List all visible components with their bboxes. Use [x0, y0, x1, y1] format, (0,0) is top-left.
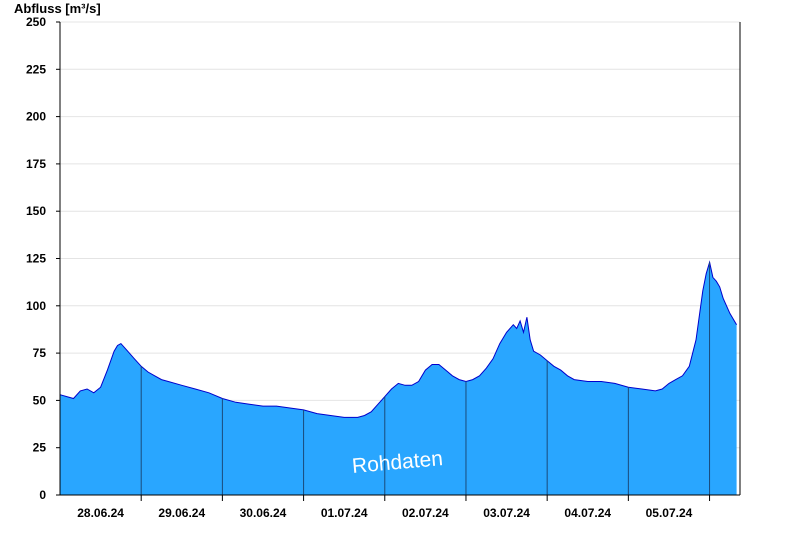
- y-tick-label-225: 225: [26, 62, 46, 76]
- y-tick-label-150: 150: [26, 204, 46, 218]
- x-tick-label-4: 02.07.24: [402, 506, 449, 520]
- y-tick-label-175: 175: [26, 157, 46, 171]
- x-tick-label-1: 29.06.24: [158, 506, 205, 520]
- day-separators: [140, 262, 711, 495]
- y-tick-label-125: 125: [26, 252, 46, 266]
- y-tick-label-25: 25: [33, 441, 47, 455]
- discharge-area: [60, 262, 737, 495]
- x-tick-label-7: 05.07.24: [646, 506, 693, 520]
- x-tick-label-3: 01.07.24: [321, 506, 368, 520]
- x-tick-label-0: 28.06.24: [77, 506, 124, 520]
- y-tick-label-200: 200: [26, 110, 46, 124]
- series-area: [59, 260, 738, 495]
- y-tick-label-250: 250: [26, 15, 46, 29]
- x-tick-label-6: 04.07.24: [564, 506, 611, 520]
- y-axis-ticks: 0 25 50 75 100 125 150 175 200 225 250: [26, 15, 60, 502]
- x-tick-label-2: 30.06.24: [240, 506, 287, 520]
- y-tick-label-100: 100: [26, 299, 46, 313]
- x-axis-ticks: 28.06.24 29.06.24 30.06.24 01.07.24 02.07.24…: [77, 495, 711, 520]
- discharge-line: [59, 260, 738, 418]
- y-axis-title: Abfluss [m³/s]: [14, 1, 101, 16]
- y-tick-label-75: 75: [33, 346, 47, 360]
- x-tick-label-5: 03.07.24: [483, 506, 530, 520]
- y-tick-label-50: 50: [33, 393, 47, 407]
- y-tick-label-0: 0: [39, 488, 46, 502]
